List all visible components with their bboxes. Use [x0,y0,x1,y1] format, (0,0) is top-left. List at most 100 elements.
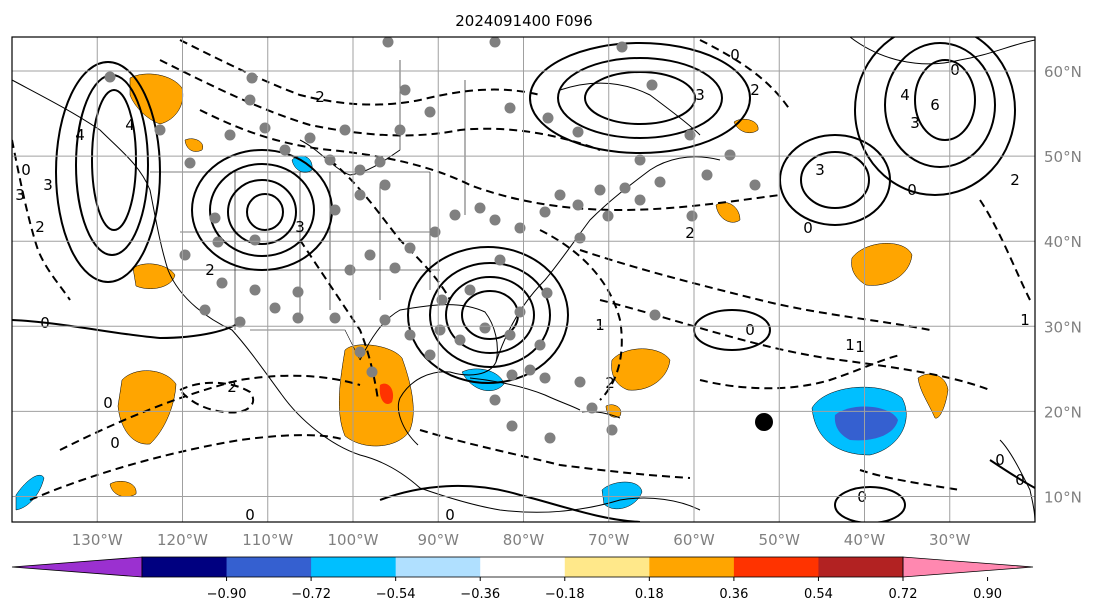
contour-label: 2 [1010,171,1020,189]
colorbar-swatch [395,557,481,577]
lat-tick-label: 40°N [1044,233,1082,251]
orange-region-labrador [733,119,759,133]
coast-mexico-pacific [281,394,421,489]
map-frame [11,36,1036,523]
contour-label: 1 [1020,311,1030,329]
lon-tick-label: 110°W [242,531,293,549]
contour-label: 1 [855,338,865,356]
colorbar-extend-low [11,556,143,578]
lon-tick-label: 100°W [328,531,379,549]
contour-label: 2 [35,218,45,236]
contour-label: 0 [857,488,867,506]
lat-tick-label: 60°N [1044,63,1082,81]
contour-high-labrador [529,42,751,154]
contour-label: 3 [295,218,305,236]
red-region-mexico [379,383,394,405]
contour-label: 0 [110,434,120,452]
contour-label: 4 [75,126,85,144]
contour-label: 0 [21,161,31,179]
colorbar-swatch [142,557,228,577]
colorbar-tick-label: 0.90 [973,587,1002,602]
lon-tick-label: 70°W [588,531,630,549]
colorbar: −0.90 −0.72 −0.54 −0.36 −0.18 0.18 0.36 0.54 0.7… [11,556,1034,602]
colorbar-swatch [564,557,650,577]
contour-label: 0 [245,506,255,524]
contour-label: 0 [745,321,755,339]
contour-label: 0 [1015,471,1025,489]
gridlines [12,37,1035,522]
lon-tick-label: 50°W [759,531,801,549]
lat-tick-label: 20°N [1044,403,1082,421]
contour-label: 0 [40,314,50,332]
contour-label: 0 [995,451,1005,469]
contour-zero-south [834,486,906,522]
contour-label: 4 [125,116,135,134]
contour-low-east [407,246,569,384]
lon-tick-label: 120°W [157,531,208,549]
coast-hudson [299,139,401,176]
colorbar-tick-label: 0.54 [804,587,833,602]
longitude-labels: 130°W 120°W 110°W 100°W 90°W 80°W 70°W 60°W 50°W… [72,531,971,549]
contour-high-west [55,61,161,283]
lat-tick-label: 10°N [1044,488,1082,506]
colorbar-swatch [818,557,904,577]
orange-region-pacific-sw [117,370,177,445]
lon-tick-label: 80°W [503,531,545,549]
orange-region-small-1 [109,481,137,497]
orange-region-mexico [338,344,414,447]
contour-label: 0 [445,506,455,524]
contour-label: 4 [900,86,910,104]
colorbar-swatch [226,557,312,577]
coast-south-america [419,487,701,513]
contour-label: 3 [910,114,920,132]
contour-label: 0 [907,181,917,199]
orange-region-atlantic-mid [851,243,913,286]
contour-label: 2 [315,88,325,106]
colorbar-tick-label: −0.72 [291,587,331,602]
lon-tick-label: 30°W [929,531,971,549]
contour-label: 3 [695,86,705,104]
lon-tick-label: 130°W [72,531,123,549]
colorbar-swatch [733,557,819,577]
contour-label: 2 [205,261,215,279]
contour-label: 0 [950,61,960,79]
colorbar-tick-label: 0.72 [889,587,918,602]
orange-region-baja [132,263,176,289]
coast-cuba [469,377,581,411]
colorbar-swatch [311,557,397,577]
contour-label: 0 [103,394,113,412]
colorbar-swatch [480,557,566,577]
lon-tick-label: 40°W [844,531,886,549]
blue-region-pacific-sw [15,474,45,511]
darkblue-region-central-atlantic [834,406,898,441]
station-dots [104,37,761,444]
contour-high-greenland [854,37,1016,196]
orange-region-small-3 [184,138,204,152]
storm-center-marker [755,413,773,431]
contour-label: 2 [685,224,695,242]
coast-africa [999,439,1035,522]
contour-label: 3 [815,161,825,179]
coast-west-na [12,79,283,396]
colorbar-frame [141,556,904,578]
colorbar-tick-label: 0.36 [719,587,748,602]
colorbar-tick-label: −0.18 [545,587,585,602]
contour-label: 2 [227,378,237,396]
contour-label: 1 [595,316,605,334]
colorbar-tick-label: −0.90 [207,587,247,602]
lat-tick-label: 50°N [1044,148,1082,166]
lat-tick-label: 30°N [1044,318,1082,336]
coast-labrador [559,82,701,136]
lon-tick-label: 60°W [673,531,715,549]
contour-label: 2 [605,374,615,392]
contour-label: 3 [43,176,53,194]
contour-label: 6 [930,96,940,114]
contour-label: 0 [803,219,813,237]
orange-region-pacific-nw [129,73,184,125]
contour-label: 2 [750,81,760,99]
latitude-labels: 10°N 20°N 30°N 40°N 50°N 60°N [1044,63,1082,506]
colorbar-tick-label: −0.54 [376,587,416,602]
